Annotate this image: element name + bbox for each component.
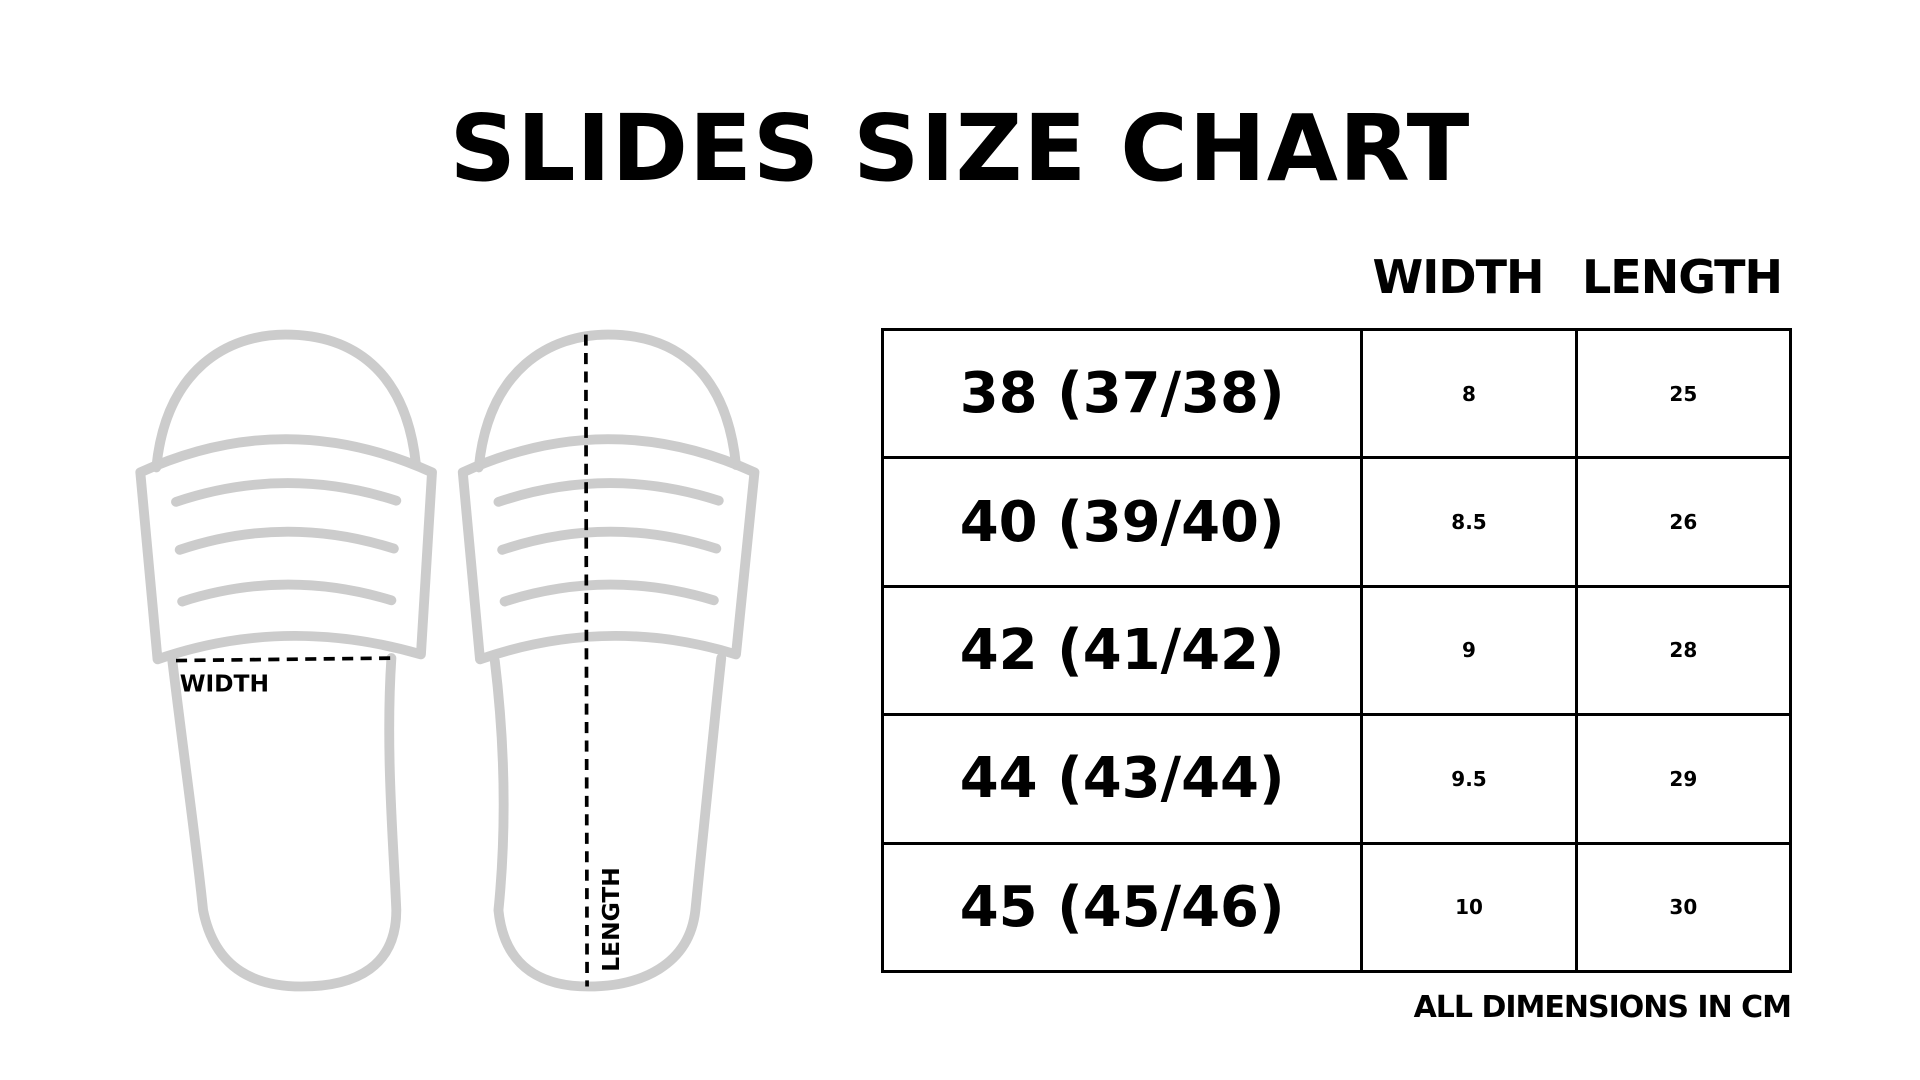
page-title: SLIDES SIZE CHART <box>449 95 1471 202</box>
units-footnote: ALL DIMENSIONS IN CM <box>1413 990 1792 1025</box>
length-cell: 28 <box>1574 584 1793 717</box>
length-measure-line <box>584 334 589 987</box>
table-row: 38 (37/38) 8 25 <box>880 327 1793 460</box>
width-label: WIDTH <box>180 669 269 697</box>
length-cell: 25 <box>1574 327 1793 460</box>
width-cell: 8.5 <box>1360 456 1578 588</box>
size-cell: 38 (37/38) <box>880 327 1364 460</box>
size-cell: 44 (43/44) <box>880 713 1364 845</box>
size-cell: 40 (39/40) <box>880 456 1364 588</box>
table-row: 44 (43/44) 9.5 29 <box>880 713 1793 845</box>
column-header-width: WIDTH <box>1372 250 1545 304</box>
size-table: 38 (37/38) 8 25 40 (39/40) 8.5 26 42 (41… <box>880 327 1793 974</box>
length-cell: 30 <box>1574 841 1793 974</box>
width-cell: 8 <box>1360 327 1578 460</box>
column-header-length: LENGTH <box>1581 250 1783 304</box>
width-cell: 10 <box>1360 841 1578 974</box>
table-row: 45 (45/46) 10 30 <box>880 841 1793 974</box>
length-label: LENGTH <box>597 867 625 972</box>
width-cell: 9.5 <box>1360 713 1578 845</box>
width-cell: 9 <box>1360 584 1578 717</box>
size-cell: 42 (41/42) <box>880 584 1364 717</box>
table-row: 40 (39/40) 8.5 26 <box>880 456 1793 588</box>
table-row: 42 (41/42) 9 28 <box>880 584 1793 717</box>
left-slide-illustration <box>135 329 437 992</box>
length-cell: 29 <box>1574 713 1793 845</box>
length-cell: 26 <box>1574 456 1793 588</box>
size-cell: 45 (45/46) <box>880 841 1364 974</box>
width-measure-line <box>175 656 394 663</box>
right-slide-illustration <box>457 329 760 992</box>
